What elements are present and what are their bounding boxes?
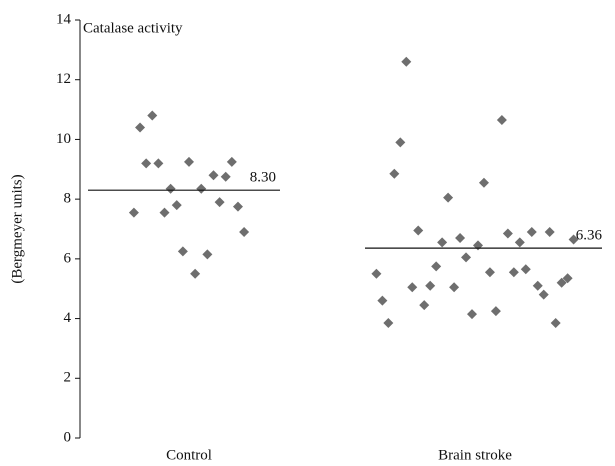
y-axis-label: (Bergmeyer units): [9, 174, 25, 283]
point: [449, 282, 460, 293]
point: [196, 183, 207, 194]
y-tick-label: 10: [56, 131, 71, 147]
point: [401, 56, 412, 67]
point: [490, 306, 501, 317]
point: [165, 183, 176, 194]
point: [214, 197, 225, 208]
point: [159, 207, 170, 218]
point: [419, 300, 430, 311]
point: [389, 168, 400, 179]
point: [472, 240, 483, 251]
point: [544, 226, 555, 237]
chart-title: Catalase activity: [83, 20, 183, 36]
point: [208, 170, 219, 181]
point: [425, 280, 436, 291]
point: [514, 237, 525, 248]
x-tick-label: Brain stroke: [438, 447, 512, 463]
point: [556, 277, 567, 288]
mean-label: 8.30: [250, 170, 276, 186]
point: [443, 192, 454, 203]
point: [383, 318, 394, 329]
point: [538, 289, 549, 300]
point: [226, 156, 237, 167]
point: [502, 228, 513, 239]
point: [455, 232, 466, 243]
point: [128, 207, 139, 218]
point: [467, 309, 478, 320]
point: [141, 158, 152, 169]
point: [461, 252, 472, 263]
point: [478, 177, 489, 188]
point: [508, 267, 519, 278]
point: [431, 261, 442, 272]
point: [153, 158, 164, 169]
point: [562, 273, 573, 284]
point: [377, 295, 388, 306]
point: [202, 249, 213, 260]
point: [371, 268, 382, 279]
x-tick-label: Control: [166, 447, 212, 463]
point: [407, 282, 418, 293]
point: [550, 318, 561, 329]
point: [484, 267, 495, 278]
y-tick-label: 0: [64, 429, 72, 445]
point: [220, 171, 231, 182]
y-tick-label: 8: [64, 191, 72, 207]
point: [232, 201, 243, 212]
y-tick-label: 6: [64, 250, 72, 266]
y-tick-label: 14: [56, 11, 72, 27]
point: [184, 156, 194, 167]
point: [526, 226, 537, 237]
point: [147, 110, 158, 121]
point: [190, 268, 201, 279]
point: [437, 237, 448, 248]
y-tick-label: 12: [56, 71, 71, 87]
point: [135, 122, 146, 133]
point: [496, 115, 507, 126]
mean-label: 6.36: [576, 228, 603, 244]
y-tick-label: 2: [64, 370, 72, 386]
point: [239, 226, 250, 237]
point: [520, 264, 531, 275]
point: [532, 280, 543, 291]
point: [413, 225, 424, 236]
point: [395, 137, 406, 148]
y-tick-label: 4: [64, 310, 72, 326]
point: [171, 200, 182, 211]
point: [177, 246, 188, 257]
point: [568, 234, 579, 245]
